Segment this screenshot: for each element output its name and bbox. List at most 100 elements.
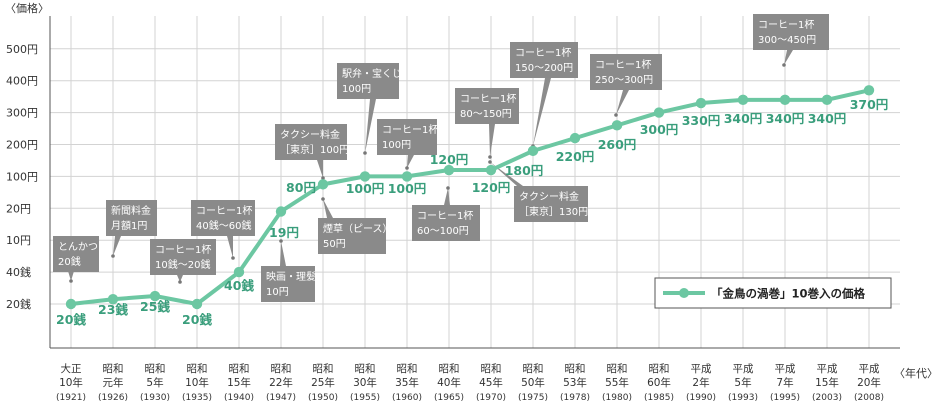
annotation-dot: [321, 197, 325, 201]
annotation-dot: [178, 280, 182, 284]
x-tick-ad-year: (1935): [182, 393, 212, 403]
annotation-text: 10円: [266, 287, 289, 298]
annotation-text: 300〜450円: [758, 35, 816, 46]
annotation-box: [412, 205, 480, 241]
x-tick-ad-year: (1980): [602, 393, 632, 403]
annotation-text: 駅弁・宝くじ: [342, 67, 402, 80]
x-tick-era: 平成: [859, 363, 880, 375]
annotation-text: 100円: [382, 140, 411, 151]
data-point: [233, 266, 245, 278]
data-point: [863, 85, 875, 96]
annotation-pointer: [444, 188, 450, 205]
annotation-dot: [488, 160, 492, 164]
data-point: [737, 94, 749, 106]
annotation-box: [275, 124, 347, 160]
x-tick-ad-year: (1930): [140, 393, 170, 403]
annotation-box: [337, 63, 399, 99]
x-tick-ad-year: (1950): [308, 393, 338, 403]
annotation-callout: 駅弁・宝くじ 100円: [337, 63, 402, 155]
data-label: 180円: [505, 163, 544, 178]
x-tick-era: 平成: [691, 363, 712, 375]
annotation-box: [514, 186, 588, 222]
x-tick-ad-year: (1947): [266, 393, 296, 403]
annotation-text: 50円: [323, 239, 346, 250]
annotation-callout: コーヒー1杯 100円: [377, 119, 438, 170]
annotation-dot: [405, 166, 409, 170]
annotation-callout: コーヒー1杯 150〜200円: [510, 42, 578, 148]
data-label: 120円: [430, 152, 469, 167]
y-tick-label: 20銭: [6, 298, 31, 311]
x-tick-year: 20年: [857, 376, 881, 389]
annotation-text: コーヒー1杯: [417, 209, 473, 222]
annotation-callout: コーヒー1杯 300〜450円: [753, 14, 829, 67]
annotation-text: 250〜300円: [595, 75, 653, 86]
series-layer: [65, 85, 875, 310]
x-tick-year: 15年: [815, 376, 839, 389]
annotation-text: 月額1円: [111, 219, 147, 232]
annotation-pointer: [317, 160, 323, 178]
annotation-callout: コーヒー1杯 10銭〜20銭: [150, 239, 216, 284]
data-label: 100円: [346, 181, 385, 196]
annotation-text: 新聞料金: [111, 204, 151, 217]
data-point: [527, 145, 539, 157]
x-tick-era: 昭和: [355, 363, 376, 375]
annotation-pointer: [113, 236, 121, 256]
x-tick-era: 平成: [775, 363, 796, 375]
annotation-dot: [231, 256, 235, 260]
annotation-pointer: [365, 99, 376, 153]
annotation-box: [510, 42, 578, 78]
x-tick-ad-year: (1995): [770, 393, 800, 403]
data-label: 23銭: [98, 302, 128, 317]
axis-layer: 20銭40銭10円20円100円200円300円400円500円大正10年(19…: [6, 16, 900, 403]
data-label: 25銭: [140, 299, 170, 314]
annotation-dot: [279, 239, 283, 243]
annotation-layer: とんかつ20銭新聞料金月額1円コーヒー1杯10銭〜20銭コーヒー1杯40銭〜60…: [53, 14, 829, 302]
x-tick-year: 22年: [269, 376, 293, 389]
x-tick-ad-year: (1993): [728, 393, 758, 403]
data-point: [653, 107, 665, 118]
x-tick-era: 昭和: [607, 363, 628, 375]
x-tick-era: 昭和: [565, 363, 586, 375]
annotation-dot: [782, 63, 786, 67]
x-tick-era: 昭和: [229, 363, 250, 375]
x-tick-year: 5年: [734, 376, 751, 389]
annotation-text: 80〜150円: [460, 109, 512, 120]
x-tick-year: 45年: [479, 376, 503, 389]
data-point: [779, 94, 791, 106]
data-point: [611, 120, 623, 131]
x-tick-era: 昭和: [481, 363, 502, 375]
annotation-box: [53, 236, 99, 272]
y-tick-label: 300円: [6, 107, 38, 120]
y-tick-label: 10円: [6, 234, 31, 247]
annotation-text: コーヒー1杯: [758, 18, 814, 31]
x-tick-year: 53年: [563, 376, 587, 389]
data-label: 260円: [598, 137, 637, 152]
x-tick-ad-year: (1970): [476, 393, 506, 403]
x-tick-ad-year: (2008): [854, 393, 884, 403]
annotation-text: コーヒー1杯: [515, 46, 571, 59]
annotation-box: [377, 119, 437, 155]
data-label: 100円: [388, 181, 427, 196]
data-label: 20銭: [182, 312, 212, 327]
annotation-callout: コーヒー1杯 80〜150円: [455, 88, 519, 159]
annotation-box: [318, 218, 386, 254]
x-tick-era: 昭和: [271, 363, 292, 375]
annotation-pointer: [280, 241, 286, 266]
annotation-dot: [111, 254, 115, 258]
data-label: 120円: [472, 180, 511, 195]
annotation-text: 60〜100円: [417, 226, 469, 237]
annotation-callout: 映画・理髪 10円: [261, 239, 316, 302]
annotation-text: コーヒー1杯: [196, 204, 252, 217]
data-label: 19円: [269, 225, 299, 240]
annotation-pointer: [227, 236, 233, 258]
x-tick-era: 平成: [817, 363, 838, 375]
data-point: [569, 132, 581, 144]
data-point: [443, 164, 455, 176]
x-tick-era: 昭和: [313, 363, 334, 375]
annotation-text: 100円: [342, 84, 371, 95]
y-tick-label: 40銭: [6, 266, 31, 279]
x-tick-year: 60年: [647, 376, 671, 389]
data-label: 370円: [850, 97, 889, 112]
